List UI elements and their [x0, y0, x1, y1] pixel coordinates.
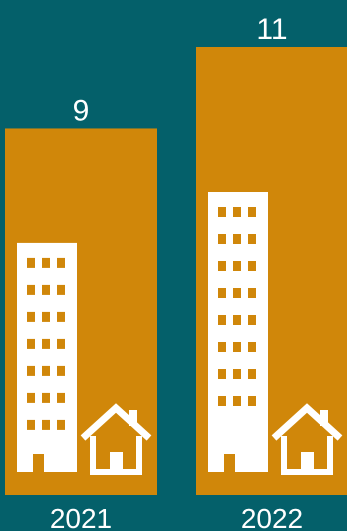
chart-marks: 9 2021 11 2022: [5, 13, 347, 531]
category-label-2021: 2021: [50, 503, 112, 531]
value-label-2021: 9: [73, 94, 90, 127]
category-label-2022: 2022: [241, 503, 303, 531]
house-icon: [80, 403, 152, 475]
house-icon: [271, 403, 343, 475]
office-building-icon: [17, 242, 77, 472]
value-label-2022: 11: [256, 13, 287, 46]
office-building-icon: [208, 192, 268, 472]
